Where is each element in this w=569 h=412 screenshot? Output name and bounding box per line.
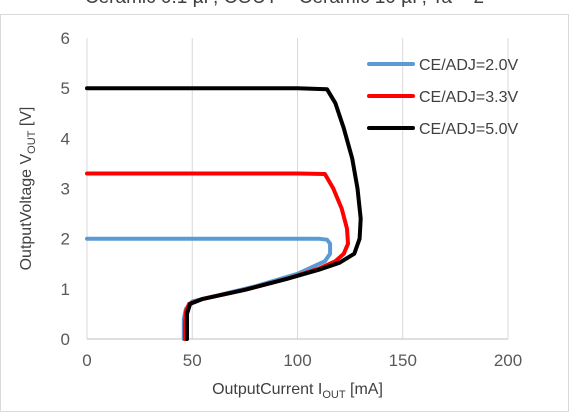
series-line-3: [85, 86, 363, 341]
x-axis-title: OutputCurrent IOUT [mA]: [212, 381, 383, 401]
y-tick-label: 2: [61, 230, 70, 249]
y-tick-label: 0: [61, 330, 70, 349]
series-line-1: [85, 236, 333, 341]
series-layer: [85, 86, 363, 341]
legend-label-2: CE/ADJ=3.3V: [419, 89, 518, 106]
y-tick-label: 6: [61, 29, 70, 48]
x-tick-label: 50: [183, 351, 202, 370]
y-axis-title: OutputVoltage VOUT [V]: [18, 107, 38, 271]
y-tick-label: 4: [61, 129, 70, 148]
x-tick-label: 150: [389, 351, 417, 370]
tick-labels: 0 50 100 150 200 0 1 2 3 4 5 6: [61, 29, 523, 370]
line-chart: 0 50 100 150 200 0 1 2 3 4 5 6 OutputCurrent IOUT […: [18, 29, 523, 401]
legend: CE/ADJ=2.0V CE/ADJ=3.3V CE/ADJ=5.0V: [367, 57, 518, 138]
y-tick-label: 1: [61, 280, 70, 299]
chart-frame: 0 50 100 150 200 0 1 2 3 4 5 6 OutputCurrent IOUT […: [0, 14, 569, 412]
x-tick-label: 100: [283, 351, 311, 370]
legend-label-1: CE/ADJ=2.0V: [419, 57, 518, 74]
x-tick-label: 200: [494, 351, 522, 370]
y-tick-label: 3: [61, 180, 70, 199]
caption-header-text: Ceramic 0.1 µF, COUT = Ceramic 10 µF, Ta…: [0, 0, 569, 17]
y-tick-label: 5: [61, 79, 70, 98]
grid-layer: [86, 38, 509, 339]
legend-label-3: CE/ADJ=5.0V: [419, 121, 518, 138]
series-line-2: [85, 171, 350, 341]
x-tick-label: 0: [82, 351, 91, 370]
